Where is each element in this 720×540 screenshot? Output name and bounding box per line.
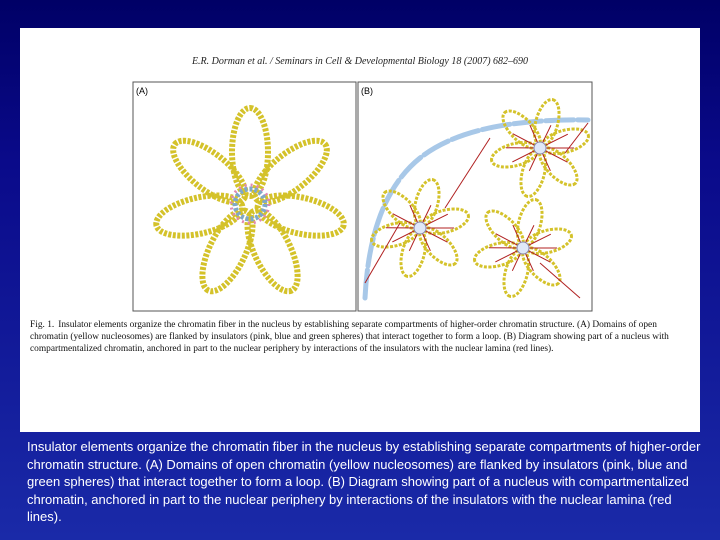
panel-a-label: (A) [136,86,148,96]
lamina-fiber [539,262,581,299]
chromatin-loop [251,137,330,206]
insulator-ring [232,186,268,222]
panel-b-flowers [364,98,590,299]
chromatin-loop [229,105,271,199]
slide-text: Insulator elements organize the chromati… [27,439,701,525]
figure-caption: Fig. 1. Insulator elements organize the c… [30,319,695,355]
chromatin-loop [153,192,246,239]
lamina-fiber [444,137,491,209]
panel-a-flower [153,105,347,295]
chromatin-loop [170,137,249,206]
insulator-core [516,241,530,255]
insulator-ring [229,183,271,225]
chromatin-loop [199,207,256,295]
insulator-core [533,141,547,155]
chromatin-loop [244,207,301,295]
panel-b-frame [357,81,593,312]
figure-image: E.R. Dorman et al. / Seminars in Cell & … [20,28,700,432]
chromatin-loop [254,192,347,239]
caption-label: Fig. 1. [30,320,55,330]
lamina-fiber [564,122,589,154]
figure-drawing: (A) (B) [132,81,593,312]
lamina-fiber [364,222,401,284]
insulator-core [413,221,427,235]
panel-b-label: (B) [361,86,373,96]
caption-text: Insulator elements organize the chromati… [30,320,669,354]
citation: E.R. Dorman et al. / Seminars in Cell & … [191,56,529,67]
